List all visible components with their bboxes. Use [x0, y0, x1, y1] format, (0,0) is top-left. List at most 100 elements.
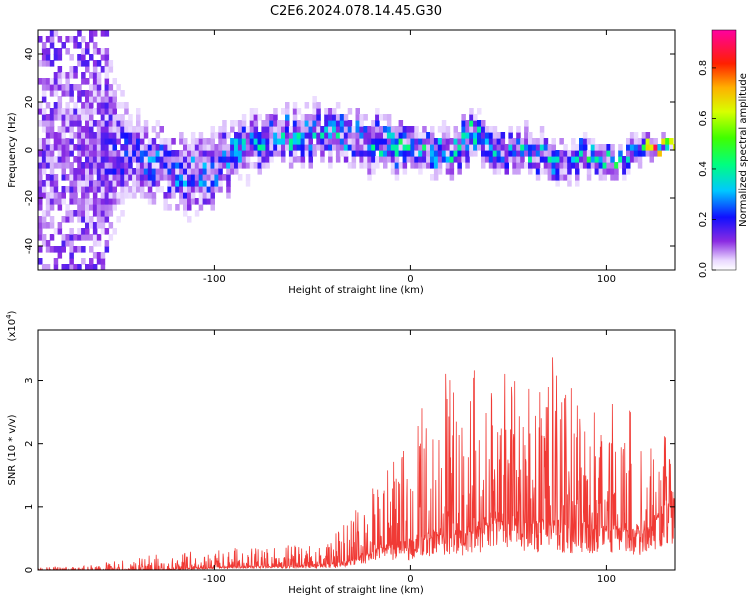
heatmap-cell	[241, 126, 247, 133]
heatmap-cell	[363, 138, 368, 145]
heatmap-cell	[77, 120, 82, 127]
heatmap-cell	[445, 132, 451, 139]
heatmap-cell	[335, 132, 341, 139]
heatmap-cell	[104, 168, 110, 175]
heatmap-cell	[249, 114, 255, 121]
heatmap-cell	[100, 156, 106, 163]
heatmap-cell	[296, 126, 302, 133]
heatmap-cell	[73, 186, 78, 193]
heatmap-cell	[312, 126, 317, 133]
heatmap-cell	[108, 66, 114, 73]
heatmap-cell	[61, 132, 66, 139]
heatmap-cell	[508, 150, 513, 157]
heatmap-cell	[539, 126, 545, 133]
heatmap-cell	[104, 60, 110, 67]
heatmap-cell	[159, 174, 164, 181]
heatmap-cell	[398, 120, 404, 127]
heatmap-cell	[296, 108, 302, 115]
heatmap-cell	[269, 138, 274, 145]
heatmap-cell	[312, 144, 317, 151]
heatmap-cell	[38, 144, 43, 151]
heatmap-cell	[198, 192, 204, 199]
heatmap-cell	[92, 42, 98, 49]
heatmap-cell	[226, 150, 231, 157]
heatmap-cell	[81, 36, 86, 43]
heatmap-cell	[89, 108, 94, 115]
heatmap-cell	[112, 108, 117, 115]
heatmap-cell	[567, 180, 572, 187]
heatmap-cell	[653, 138, 658, 145]
heatmap-cell	[100, 222, 106, 229]
heatmap-cell	[41, 42, 47, 49]
heatmap-cell	[206, 138, 212, 145]
heatmap-cell	[124, 120, 129, 127]
heatmap-cell	[104, 90, 110, 97]
heatmap-cell	[57, 72, 63, 79]
heatmap-cell	[524, 138, 529, 145]
heatmap-cell	[449, 162, 455, 169]
heatmap-cell	[332, 120, 337, 127]
heatmap-cell	[492, 150, 498, 157]
heatmap-cell	[77, 144, 82, 151]
heatmap-cell	[89, 258, 94, 265]
heatmap-cell	[222, 126, 227, 133]
heatmap-cell	[45, 180, 51, 187]
heatmap-cell	[371, 168, 376, 175]
heatmap-cell	[629, 156, 635, 163]
heatmap-cell	[85, 66, 90, 73]
heatmap-cell	[602, 156, 607, 163]
heatmap-cell	[89, 150, 94, 157]
heatmap-cell	[53, 138, 59, 145]
heatmap-cell	[598, 168, 604, 175]
heatmap-cell	[230, 168, 235, 175]
heatmap-cell	[104, 108, 110, 115]
heatmap-cell	[273, 126, 278, 133]
heatmap-cell	[92, 192, 98, 199]
heatmap-cell	[324, 132, 329, 139]
heatmap-cell	[430, 126, 435, 133]
heatmap-cell	[359, 132, 364, 139]
heatmap-cell	[100, 150, 106, 157]
heatmap-cell	[120, 132, 125, 139]
heatmap-cell	[500, 132, 506, 139]
heatmap-cell	[277, 138, 282, 145]
heatmap-cell	[81, 216, 86, 223]
heatmap-cell	[492, 132, 498, 139]
heatmap-cell	[92, 222, 98, 229]
heatmap-cell	[45, 192, 51, 199]
heatmap-cell	[335, 120, 341, 127]
heatmap-cell	[139, 168, 145, 175]
heatmap-cell	[132, 126, 137, 133]
heatmap-cell	[249, 162, 255, 169]
heatmap-cell	[96, 234, 102, 241]
heatmap-cell	[112, 156, 117, 163]
heatmap-cell	[281, 144, 286, 151]
heatmap-cell	[214, 150, 219, 157]
heatmap-cell	[96, 168, 102, 175]
heatmap-cell	[143, 156, 149, 163]
heatmap-cell	[132, 180, 137, 187]
heatmap-cell	[92, 30, 98, 37]
heatmap-cell	[81, 90, 86, 97]
heatmap-cell	[73, 192, 78, 199]
heatmap-cell	[175, 150, 180, 157]
heatmap-cell	[261, 156, 266, 163]
heatmap-cell	[61, 138, 66, 145]
heatmap-cell	[92, 48, 98, 55]
heatmap-cell	[53, 246, 59, 253]
heatmap-cell	[65, 162, 70, 169]
heatmap-cell	[555, 174, 560, 181]
heatmap-cell	[433, 168, 439, 175]
heatmap-cell	[128, 192, 133, 199]
heatmap-cell	[390, 138, 396, 145]
heatmap-cell	[96, 108, 102, 115]
heatmap-cell	[81, 246, 86, 253]
chart-title: C2E6.2024.078.14.45.G30	[270, 4, 442, 19]
heatmap-cell	[626, 156, 631, 163]
heatmap-cell	[179, 180, 184, 187]
heatmap-cell	[100, 180, 106, 187]
heatmap-cell	[53, 54, 59, 61]
heatmap-cell	[38, 192, 43, 199]
heatmap-cell	[85, 138, 90, 145]
heatmap-cell	[461, 132, 466, 139]
